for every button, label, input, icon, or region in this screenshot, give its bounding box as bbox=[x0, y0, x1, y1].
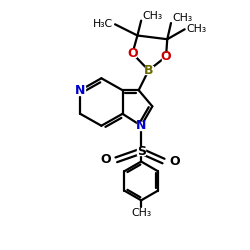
Bar bbox=[145, 66, 152, 74]
Text: CH₃: CH₃ bbox=[142, 10, 163, 20]
Text: O: O bbox=[127, 47, 138, 60]
Text: N: N bbox=[136, 119, 146, 132]
Text: H₃C: H₃C bbox=[93, 19, 113, 29]
Text: CH₃: CH₃ bbox=[172, 13, 192, 23]
Bar bbox=[128, 50, 136, 58]
Text: O: O bbox=[169, 154, 180, 168]
Text: S: S bbox=[137, 144, 146, 158]
Text: CH₃: CH₃ bbox=[131, 208, 151, 218]
Text: O: O bbox=[100, 153, 111, 166]
Bar bbox=[162, 53, 170, 60]
Bar bbox=[76, 86, 84, 94]
Text: CH₃: CH₃ bbox=[186, 24, 206, 34]
Text: O: O bbox=[161, 50, 171, 63]
Text: N: N bbox=[75, 84, 86, 97]
Text: B: B bbox=[144, 64, 153, 77]
Bar bbox=[137, 147, 145, 155]
Bar bbox=[137, 122, 145, 130]
